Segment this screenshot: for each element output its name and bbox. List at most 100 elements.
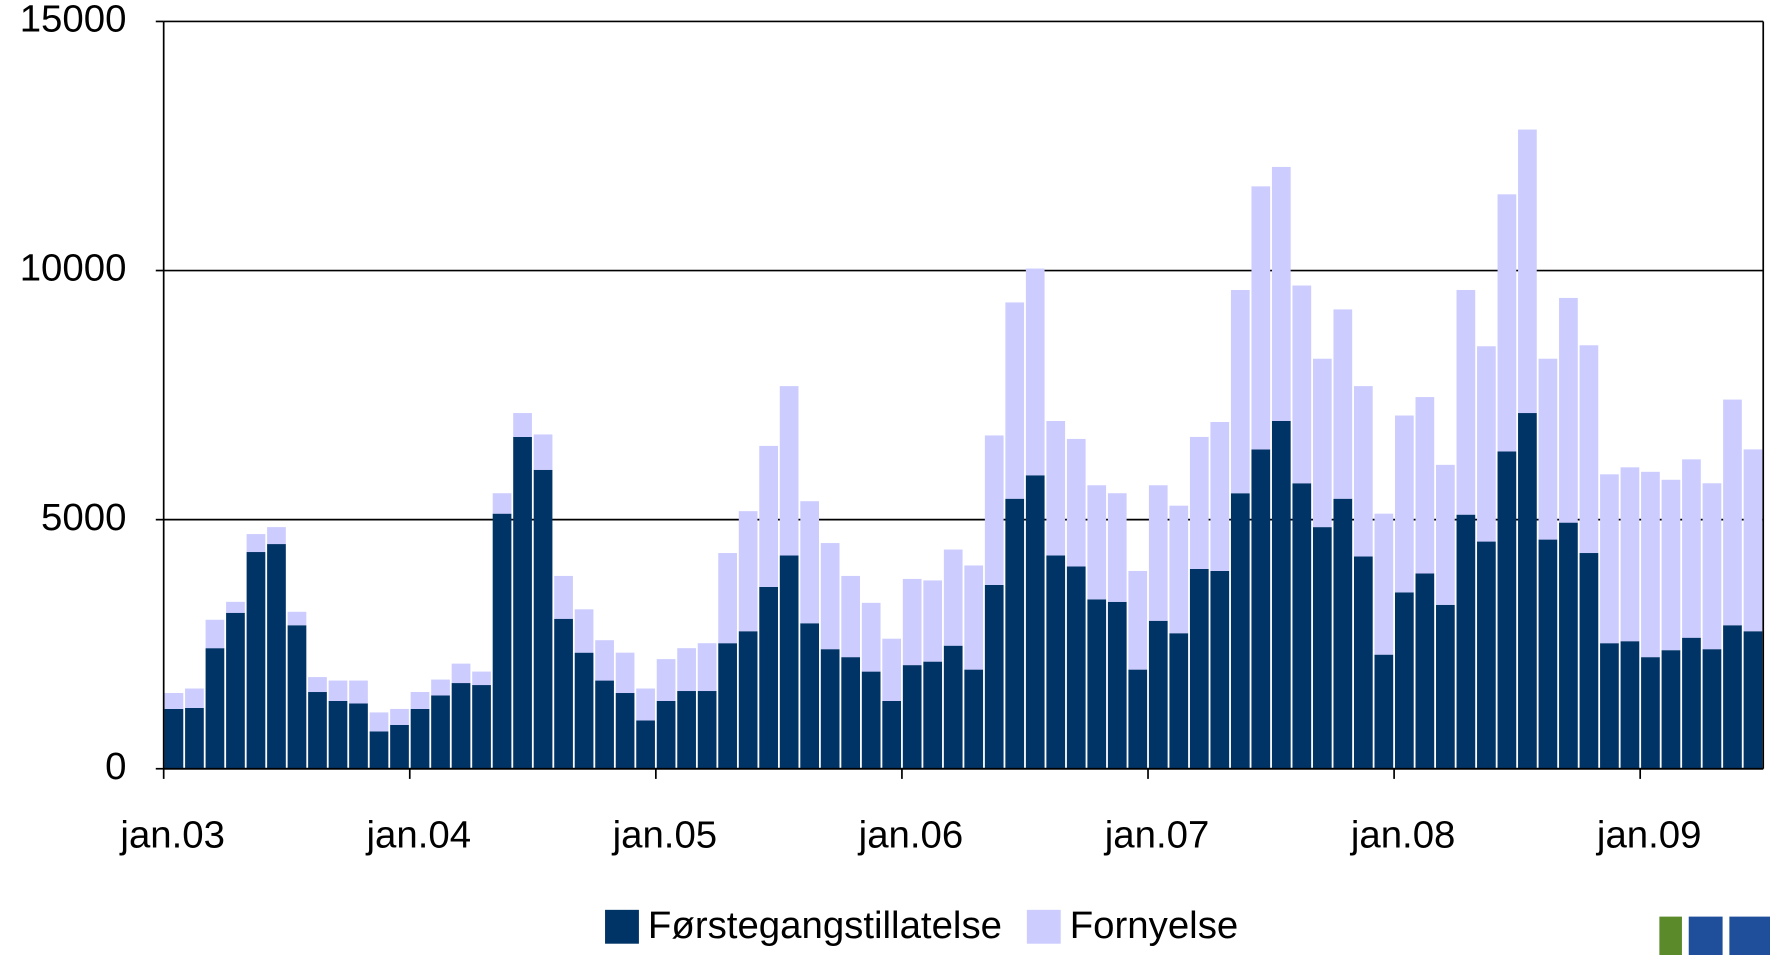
bar-segment	[1333, 309, 1353, 499]
bar-segment	[472, 685, 491, 769]
bar-segment	[1251, 449, 1271, 769]
bar-segment	[943, 549, 963, 646]
bar-segment	[1107, 493, 1127, 602]
y-tick-label: 10000	[20, 247, 127, 290]
bar-segment	[1312, 527, 1332, 769]
bar-segment	[1066, 566, 1086, 769]
bar-segment	[308, 677, 327, 693]
bar-segment	[1600, 643, 1619, 769]
bar-segment	[923, 661, 943, 769]
bar-segment	[492, 513, 512, 769]
bar-segment	[1271, 421, 1291, 769]
bar-segment	[349, 703, 368, 769]
bar-segment	[533, 469, 553, 769]
bar-segment	[882, 700, 902, 769]
bar-segment	[779, 555, 799, 769]
bar-segment	[287, 625, 307, 769]
bar-segment	[369, 712, 389, 732]
bar-segment	[656, 659, 676, 701]
x-tick-label: jan.09	[1596, 814, 1702, 857]
bar-segment	[1046, 555, 1066, 769]
bar-segment	[246, 534, 266, 553]
bar-segment	[1025, 475, 1045, 769]
bar-segment	[390, 708, 409, 725]
bar-segment	[1087, 485, 1107, 600]
bar-segment	[1333, 498, 1353, 769]
bar-segment	[1743, 631, 1763, 769]
bar-segment	[1128, 669, 1148, 769]
bar-segment	[1723, 625, 1742, 769]
bar-segment	[554, 618, 573, 769]
bar-segment	[226, 601, 245, 613]
legend-swatch	[1026, 909, 1061, 944]
bar-segment	[451, 663, 471, 684]
bar-segment	[205, 619, 225, 649]
y-tick-label: 5000	[41, 496, 126, 539]
bar-segment	[226, 612, 245, 769]
y-tick-label: 0	[105, 745, 126, 788]
bar-segment	[513, 436, 532, 769]
logo-part	[1729, 916, 1770, 955]
bar-segment	[820, 543, 840, 650]
bar-segment	[1169, 633, 1189, 769]
bar-segment	[1661, 650, 1681, 769]
x-tick-label: jan.06	[858, 814, 964, 857]
bar-segment	[205, 648, 225, 769]
bar-segment	[636, 720, 655, 769]
bar-segment	[1415, 573, 1435, 769]
bar-segment	[1189, 436, 1209, 569]
bar-segment	[1579, 345, 1599, 554]
bar-segment	[1189, 568, 1209, 769]
bar-segment	[451, 683, 471, 769]
bar-segment	[1723, 399, 1742, 626]
bar-segment	[390, 724, 409, 769]
bar-segment	[574, 652, 594, 769]
bar-segment	[1538, 539, 1558, 769]
bar-segment	[349, 680, 368, 704]
bar-segment	[1477, 541, 1496, 769]
bar-segment	[1005, 302, 1025, 499]
bar-segment	[1456, 514, 1476, 769]
bar-segment	[1661, 479, 1681, 651]
bar-segment	[1518, 129, 1537, 414]
bar-segment	[964, 565, 984, 670]
bar-segment	[1620, 467, 1640, 642]
bar-segment	[1107, 601, 1127, 769]
bar-segment	[1210, 421, 1230, 571]
bar-segment	[1395, 415, 1414, 593]
bar-segment	[1702, 649, 1722, 769]
bar-segment	[164, 693, 184, 709]
bar-segment	[1579, 553, 1599, 769]
bar-segment	[1620, 641, 1640, 769]
bar-segment	[656, 700, 676, 769]
x-tick-label: jan.04	[366, 814, 472, 857]
bar-segment	[410, 692, 430, 709]
bar-segment	[328, 680, 348, 701]
bar-segment	[738, 511, 758, 632]
legend-label: Fornyelse	[1070, 904, 1239, 947]
bar-segment	[1374, 654, 1394, 769]
bar-segment	[595, 640, 614, 681]
bar-segment	[984, 584, 1004, 769]
bar-segment	[1559, 297, 1578, 523]
bar-segment	[759, 445, 778, 587]
bar-segment	[1005, 498, 1025, 769]
bar-segment	[861, 602, 881, 672]
bar-segment	[1600, 474, 1619, 644]
bar-segment	[595, 680, 614, 769]
bar-segment	[718, 643, 737, 769]
bar-segment	[738, 631, 758, 769]
bar-segment	[1374, 513, 1394, 655]
bar-segment	[1271, 166, 1291, 422]
bar-segment	[308, 692, 327, 769]
x-tick-label: jan.05	[612, 814, 718, 857]
bar-segment	[1292, 285, 1312, 484]
bar-segment	[964, 669, 984, 769]
bar-segment	[287, 611, 307, 626]
bar-segment	[1292, 483, 1312, 769]
bar-segment	[492, 493, 512, 514]
bar-segment	[677, 648, 696, 692]
bar-segment	[267, 527, 286, 545]
